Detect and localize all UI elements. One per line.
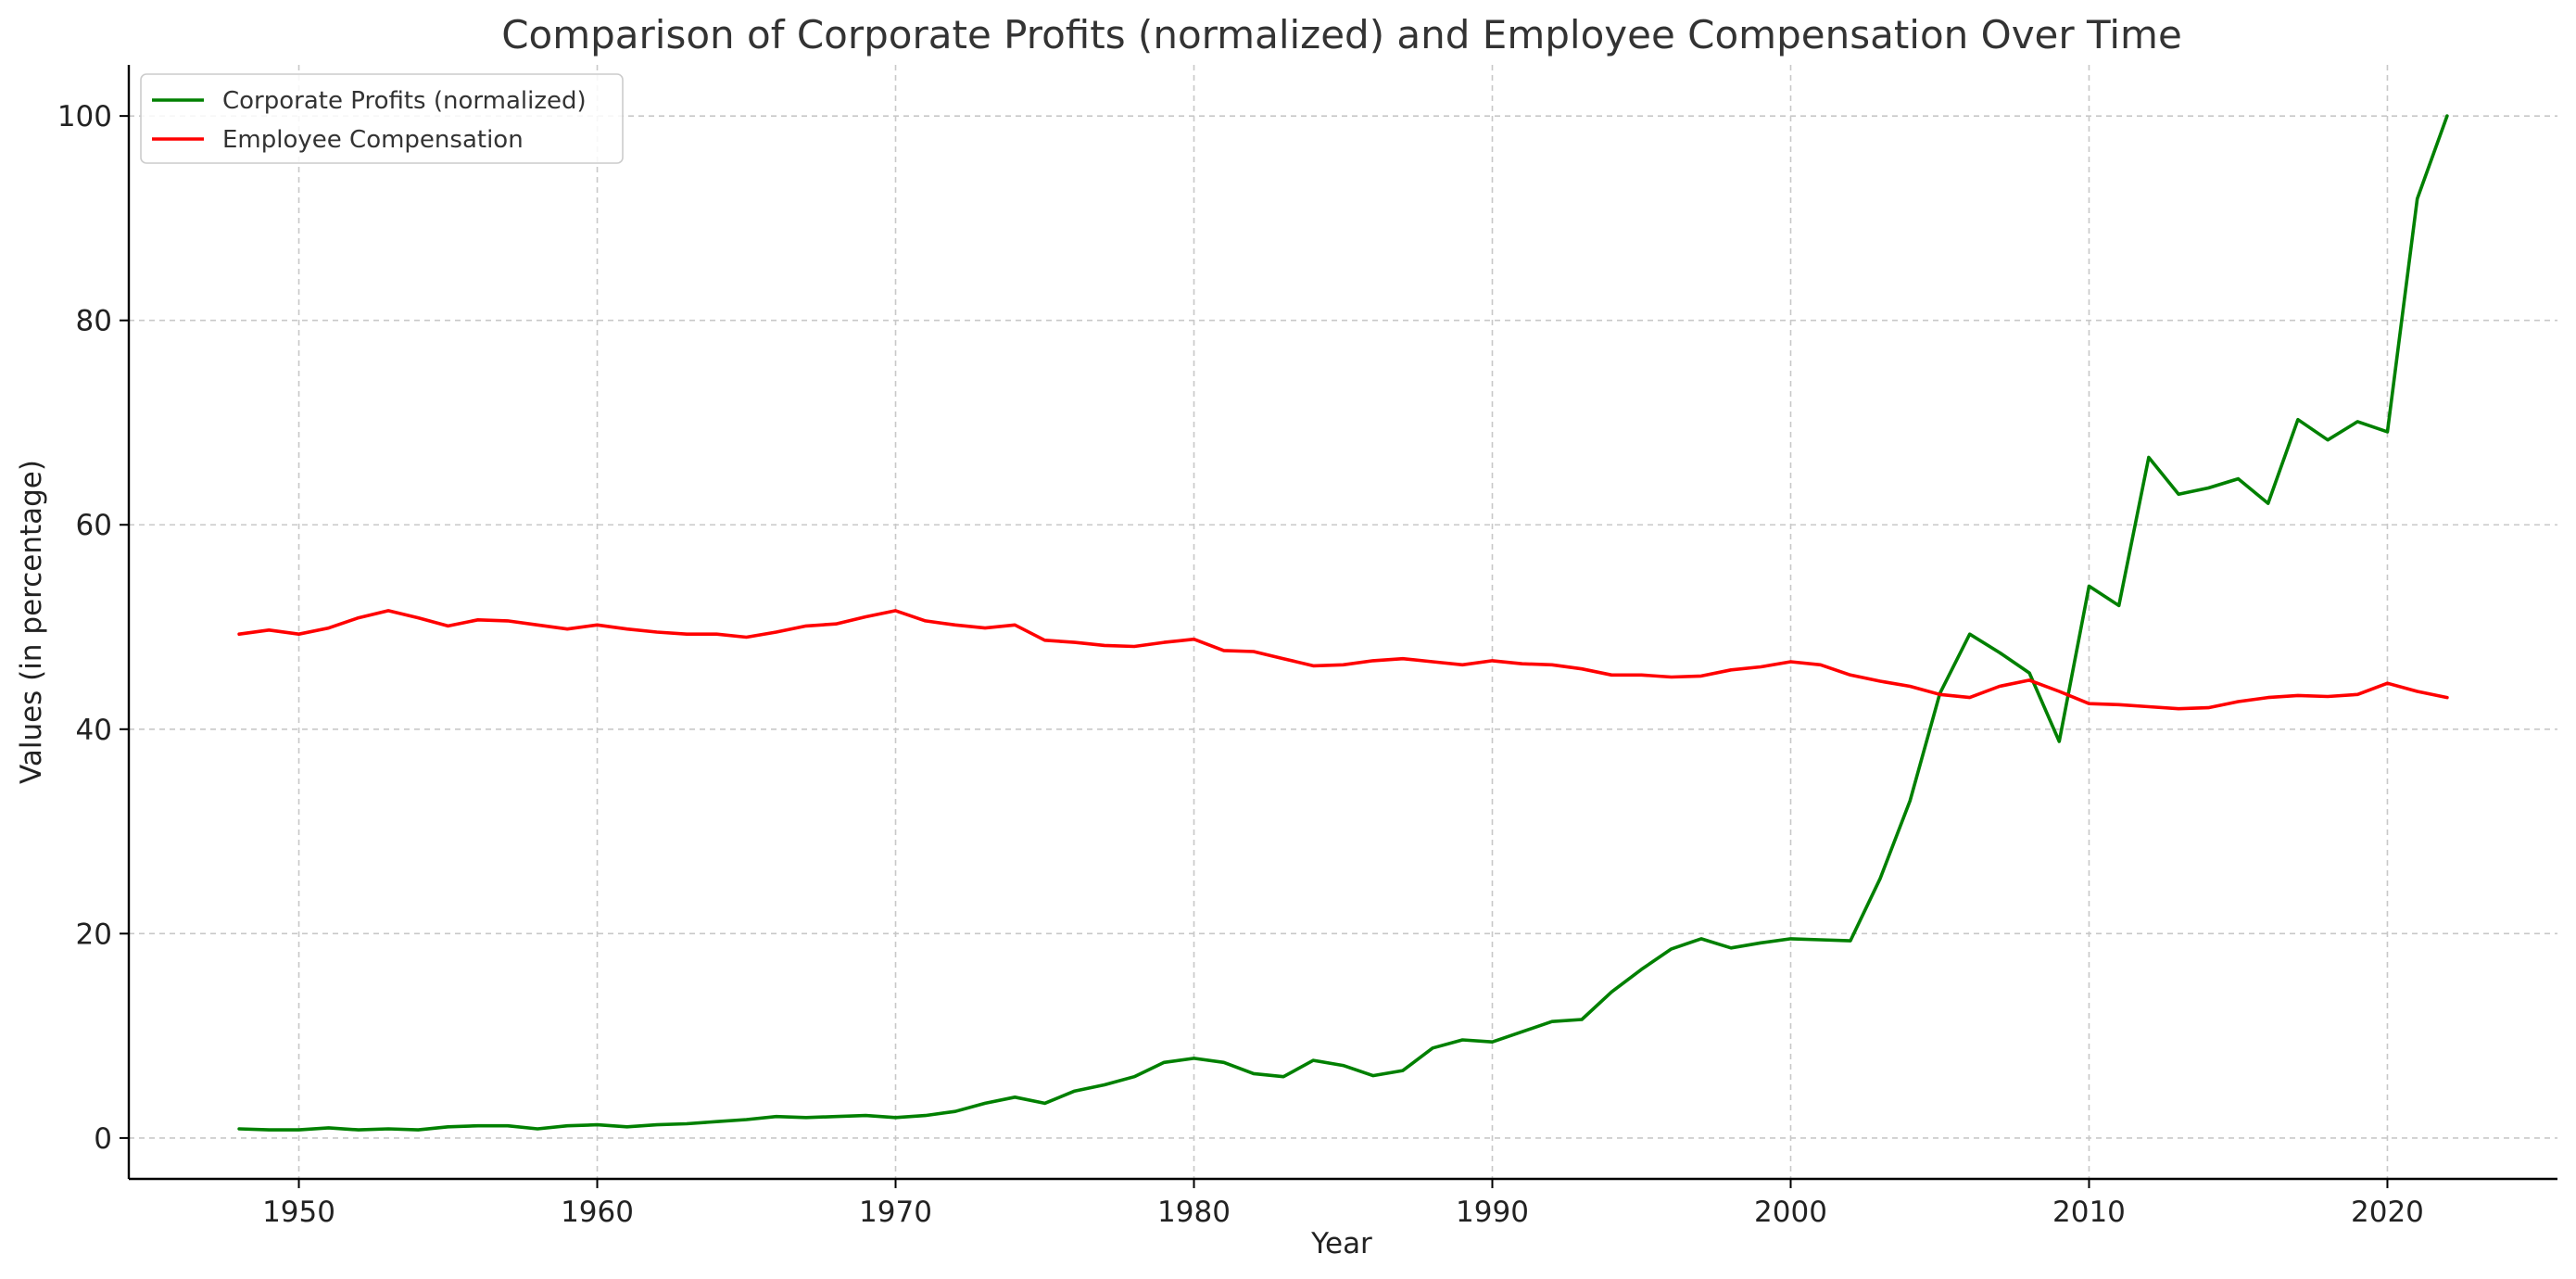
y-tick-label: 60 [76,509,112,542]
series-line-corporate-profits-normalized [237,114,2449,1132]
axes [127,65,2557,1181]
y-ticks: 0 20 40 60 80 100 [57,100,129,1156]
x-tick-label: 2020 [2351,1196,2424,1229]
x-tick-label: 1990 [1456,1196,1529,1229]
legend-label-corporate-profits-normalized: Corporate Profits (normalized) [222,87,587,115]
y-tick-label: 0 [94,1122,112,1156]
x-ticks: 1950 1960 1970 1980 1990 2000 2010 2020 [262,1179,2424,1229]
chart-title: Comparison of Corporate Profits (normali… [501,12,2182,57]
legend-box [140,73,624,164]
x-tick-label: 1980 [1157,1196,1231,1229]
y-tick-label: 20 [76,918,112,951]
x-tick-label: 1950 [262,1196,335,1229]
legend-label-employee-compensation: Employee Compensation [222,126,524,154]
x-tick-label: 2010 [2052,1196,2126,1229]
legend: Corporate Profits (normalized) Employee C… [140,73,624,164]
series-line-employee-compensation [237,609,2449,711]
x-axis-label: Year [1310,1227,1372,1260]
series-layer [237,114,2449,1132]
y-tick-label: 40 [76,714,112,747]
grid [129,65,2557,1179]
x-tick-label: 1970 [859,1196,932,1229]
y-tick-label: 100 [57,100,112,133]
y-axis-label: Values (in percentage) [15,460,48,784]
x-tick-label: 2000 [1754,1196,1827,1229]
x-tick-label: 1960 [561,1196,634,1229]
y-tick-label: 80 [76,305,112,338]
